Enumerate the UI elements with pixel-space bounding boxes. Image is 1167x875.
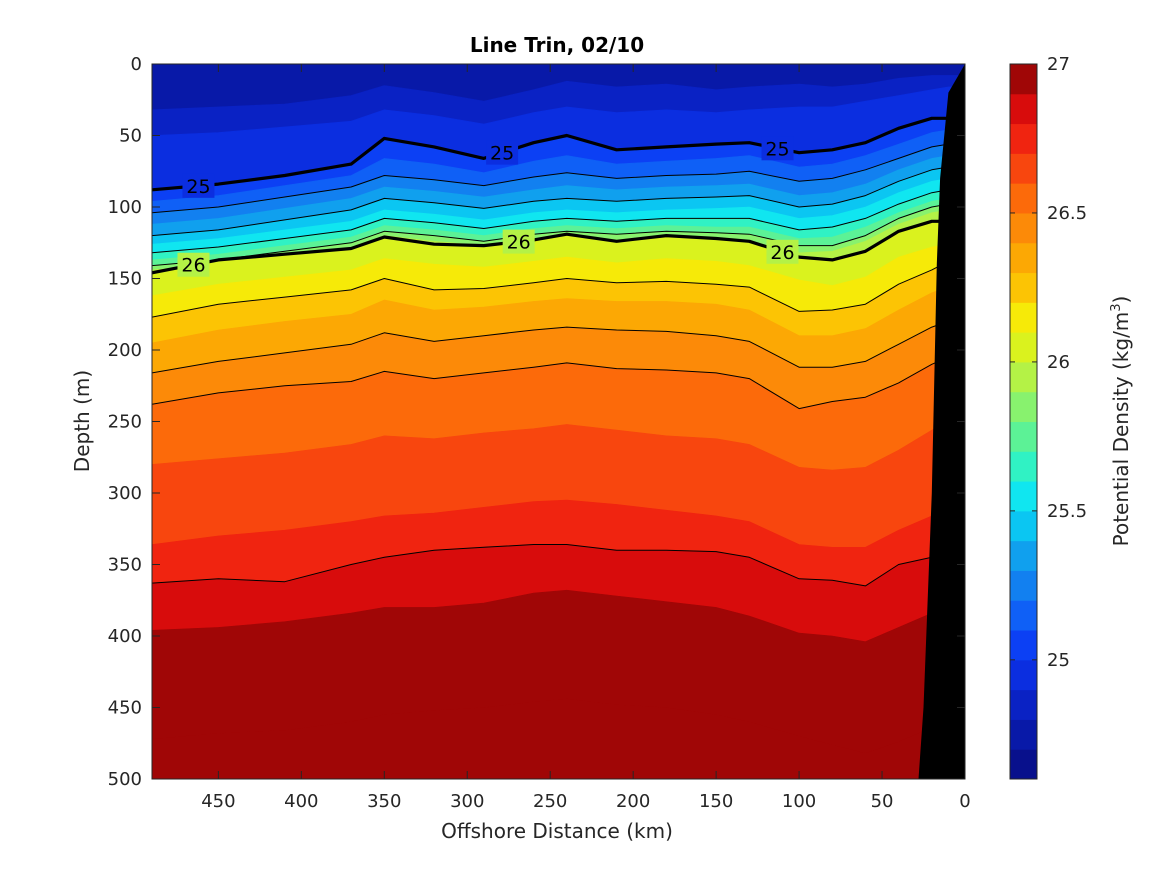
colorbar-frame [1009, 63, 1038, 780]
contour-lines [152, 116, 949, 587]
contour-label: 26 [507, 232, 531, 254]
contour-label-bg [182, 173, 215, 198]
x-axis-ticks: 450 400 350 300 250 200 150 100 50 0 [201, 64, 971, 812]
y-tick-label: 100 [108, 197, 142, 218]
y-axis-label: Depth (m) [70, 370, 94, 472]
x-tick-label: 50 [871, 791, 894, 812]
contour-label-bg [177, 252, 210, 277]
x-tick-label: 400 [284, 791, 318, 812]
colorbar-ticks: 25 25.5 26 26.5 27 [1010, 54, 1087, 671]
x-tick-label: 150 [699, 791, 733, 812]
colorbar-swatch [1010, 64, 1037, 95]
contour-label: 26 [181, 255, 205, 277]
colorbar-tick-label: 25 [1047, 650, 1070, 671]
contour-line [152, 203, 949, 267]
x-tick-label: 100 [782, 791, 816, 812]
y-tick-label: 0 [131, 54, 142, 75]
y-tick-label: 250 [108, 412, 142, 433]
contour-line [152, 166, 949, 237]
x-tick-label: 350 [367, 791, 401, 812]
y-tick-label: 200 [108, 340, 142, 361]
colorbar-tick-label: 27 [1047, 54, 1070, 75]
y-tick-label: 150 [108, 269, 142, 290]
contour-label: 26 [770, 242, 794, 264]
seafloor-shape [918, 64, 965, 779]
x-tick-label: 450 [201, 791, 235, 812]
colorbar-swatch [1010, 153, 1037, 184]
colorbar-swatch [1010, 749, 1037, 780]
y-tick-label: 300 [108, 483, 142, 504]
colorbar-swatch [1010, 630, 1037, 661]
colorbar-swatch [1010, 302, 1037, 333]
plot-area [152, 64, 965, 779]
y-tick-label: 350 [108, 555, 142, 576]
colorbar-swatch [1010, 421, 1037, 452]
x-tick-label: 200 [616, 791, 650, 812]
colorbar-swatch [1010, 361, 1037, 393]
colorbar-swatch [1010, 242, 1037, 274]
x-tick-label: 300 [450, 791, 484, 812]
colorbar-swatch [1010, 332, 1037, 363]
contour-label: 25 [186, 176, 210, 198]
colorbar-label: Potential Density (kg/m3) [1109, 296, 1133, 547]
colorbar-swatch [1010, 391, 1037, 422]
density-bands [152, 64, 965, 779]
chart-title: Line Trin, 02/10 [470, 33, 644, 57]
colorbar-swatch [1010, 659, 1037, 691]
x-axis-label: Offshore Distance (km) [441, 819, 673, 843]
contour-labels: 25 25 25 26 26 26 [177, 136, 799, 277]
contour-line-bold [152, 219, 949, 275]
contour-line [152, 320, 949, 374]
contour-label: 25 [490, 143, 514, 165]
colorbar-swatch [1010, 600, 1037, 631]
colorbar-swatch [1010, 183, 1037, 214]
contour-line [152, 189, 949, 254]
contour-line [152, 143, 949, 214]
colorbar-swatch [1010, 481, 1037, 512]
contour-label-bg [766, 239, 799, 264]
y-tick-label: 50 [119, 126, 142, 147]
contour-line [152, 260, 949, 318]
y-tick-label: 450 [108, 698, 142, 719]
contour-label: 25 [765, 138, 789, 160]
contour-line-bold [152, 116, 949, 192]
colorbar-tick-label: 26.5 [1047, 203, 1087, 224]
colorbar-swatch [1010, 93, 1037, 125]
colorbar-swatch [1010, 570, 1037, 601]
colorbar-swatch [1010, 272, 1037, 303]
colorbar-swatch [1010, 212, 1037, 244]
contour-label-bg [761, 136, 794, 161]
y-tick-label: 400 [108, 626, 142, 647]
x-tick-label: 0 [959, 791, 970, 812]
colorbar-swatch [1010, 123, 1037, 154]
colorbar-swatch [1010, 451, 1037, 482]
colorbar-swatch [1010, 540, 1037, 571]
y-tick-label: 500 [108, 769, 142, 790]
colorbar [1009, 63, 1038, 780]
x-tick-label: 250 [533, 791, 567, 812]
contour-line [152, 544, 949, 587]
colorbar-swatch [1010, 719, 1037, 750]
contour-label-bg [486, 140, 519, 165]
colorbar-swatch [1010, 689, 1037, 720]
colorbar-swatch [1010, 510, 1037, 542]
colorbar-tick-label: 26 [1047, 352, 1070, 373]
colorbar-tick-label: 25.5 [1047, 501, 1087, 522]
contour-label-bg [502, 229, 535, 254]
y-axis-ticks: 0 50 100 150 200 250 300 350 400 450 500 [108, 54, 965, 790]
contour-line [152, 356, 949, 410]
